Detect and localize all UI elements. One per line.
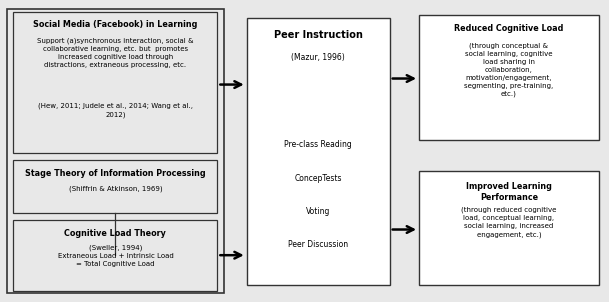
Text: (through conceptual &
social learning, cognitive
load sharing in
collaboration,
: (through conceptual & social learning, c… — [464, 42, 554, 97]
Text: (Hew, 2011; Judele et al., 2014; Wang et al.,
2012): (Hew, 2011; Judele et al., 2014; Wang et… — [38, 103, 193, 118]
Text: (Shiffrin & Atkinson, 1969): (Shiffrin & Atkinson, 1969) — [69, 186, 162, 192]
Text: Social Media (Facebook) in Learning: Social Media (Facebook) in Learning — [33, 20, 197, 29]
Text: (Mazur, 1996): (Mazur, 1996) — [291, 53, 345, 62]
FancyBboxPatch shape — [13, 12, 217, 153]
Text: ConcepTests: ConcepTests — [295, 174, 342, 183]
Text: Peer Instruction: Peer Instruction — [274, 30, 362, 40]
Text: Cognitive Load Theory: Cognitive Load Theory — [65, 229, 166, 238]
FancyBboxPatch shape — [13, 220, 217, 291]
Text: Improved Learning
Performance: Improved Learning Performance — [466, 182, 552, 201]
FancyBboxPatch shape — [13, 160, 217, 213]
Text: (Sweller, 1994)
Extraneous Load + Intrinsic Load
= Total Cognitive Load: (Sweller, 1994) Extraneous Load + Intrin… — [57, 245, 174, 267]
Text: Support (a)synchronous interaction, social &
collaborative learning, etc. but  p: Support (a)synchronous interaction, soci… — [37, 38, 194, 68]
FancyBboxPatch shape — [419, 171, 599, 285]
FancyBboxPatch shape — [419, 15, 599, 140]
Text: (through reduced cognitive
load, conceptual learning,
social learning, increased: (through reduced cognitive load, concept… — [461, 207, 557, 238]
Text: Stage Theory of Information Processing: Stage Theory of Information Processing — [25, 169, 206, 178]
Text: Reduced Cognitive Load: Reduced Cognitive Load — [454, 24, 563, 33]
Text: Peer Discussion: Peer Discussion — [288, 240, 348, 249]
Text: Voting: Voting — [306, 207, 331, 216]
FancyBboxPatch shape — [247, 18, 390, 285]
FancyBboxPatch shape — [7, 9, 224, 293]
Text: Pre-class Reading: Pre-class Reading — [284, 140, 352, 149]
